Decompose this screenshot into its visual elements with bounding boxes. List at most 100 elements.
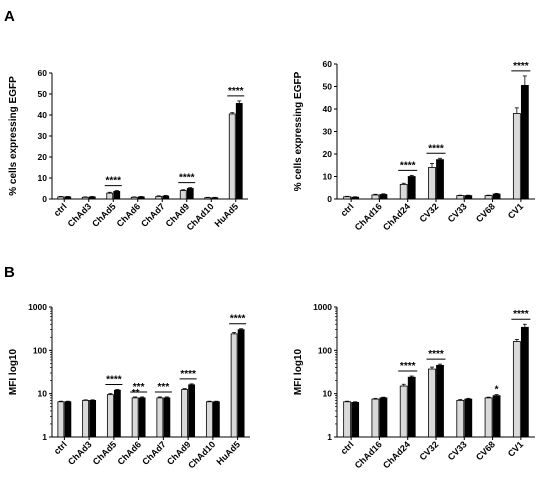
y-tick-label: 1000: [313, 302, 332, 312]
bar-ChAd5-series-0: [106, 394, 114, 438]
bar-HuAd5-series-1: [235, 103, 243, 200]
bar-ChAd24-series-1: [407, 176, 416, 200]
bar-ChAd7-series-1: [162, 195, 170, 200]
y-tick-label: 1: [327, 432, 332, 442]
x-tick-label: ChAd24: [381, 201, 412, 232]
y-axis-label: % cells expressing EGFP: [8, 76, 19, 196]
panel-letter-b: B: [4, 264, 15, 281]
y-tick-label: 30: [323, 127, 333, 137]
bar-ChAd5-series-1: [113, 389, 121, 438]
bar-ChAd16-series-1: [379, 397, 388, 438]
x-tick-label: HuAd5: [214, 439, 242, 467]
bar-ChAd9-series-0: [179, 190, 187, 200]
bar-ChAd10-series-1: [212, 401, 220, 438]
bar-CV32-series-1: [436, 159, 444, 200]
bar-CV68-series-1: [492, 193, 501, 200]
y-tick-label: 100: [33, 345, 47, 355]
bar-ChAd9-series-1: [188, 384, 196, 438]
bar-ChAd6-series-0: [131, 397, 139, 438]
significance-stars: **: [132, 388, 140, 399]
bar-ChAd3-series-1: [89, 399, 97, 438]
y-tick-label: 100: [318, 345, 332, 355]
significance-stars: ****: [513, 61, 529, 72]
bar-CV32-series-0: [428, 167, 436, 200]
bar-HuAd5-series-0: [230, 333, 238, 438]
y-axis-label: % cells expressing EGFP: [293, 71, 304, 191]
y-tick-label: 40: [38, 110, 48, 120]
y-tick-label: 0: [327, 194, 332, 204]
bar-ChAd9-series-0: [181, 389, 189, 438]
bar-ChAd10-series-0: [205, 401, 213, 438]
bar-ChAd24-series-1: [407, 376, 416, 438]
x-tick-label: CV33: [446, 439, 469, 462]
bar-ctrl-series-1: [351, 196, 360, 200]
significance-stars: ****: [400, 361, 416, 372]
bar-ctrl-series-0: [57, 401, 65, 438]
x-tick-label: ChAd5: [91, 439, 119, 467]
significance-stars: ****: [105, 176, 121, 187]
significance-stars: ****: [513, 309, 529, 320]
x-tick-label: ChAd24: [381, 439, 412, 470]
y-tick-label: 10: [38, 389, 48, 399]
x-tick-label: ChAd7: [140, 439, 168, 467]
bar-ChAd9-series-1: [186, 188, 194, 200]
x-tick-label: ChAd3: [66, 439, 94, 467]
x-tick-label: ChAd10: [185, 201, 216, 232]
x-tick-label: ctrl: [339, 201, 356, 218]
y-tick-label: 1: [42, 432, 47, 442]
bar-ctrl-series-1: [351, 401, 360, 438]
significance-stars: ****: [228, 86, 244, 97]
bar-ChAd10-series-0: [204, 197, 212, 200]
x-tick-label: ChAd16: [353, 201, 384, 232]
bar-ChAd16-series-0: [371, 398, 380, 438]
significance-stars: ****: [106, 374, 122, 385]
chart-a-right: 0 10 20 30 40 50 60 % cells expressing EGFP ctrl…: [293, 59, 535, 232]
bar-ChAd16-series-1: [379, 194, 388, 200]
significance-stars: ***: [158, 382, 170, 393]
bar-CV33-series-1: [464, 195, 473, 200]
x-tick-label: CV32: [417, 439, 440, 462]
bar-CV32-series-0: [428, 368, 436, 438]
y-tick-label: 0: [42, 194, 47, 204]
bar-ctrl-series-0: [343, 196, 352, 200]
y-tick-label: 60: [323, 59, 333, 69]
bar-ChAd7-series-0: [155, 196, 163, 200]
bar-ChAd3-series-0: [82, 399, 90, 438]
y-tick-label: 50: [323, 82, 333, 92]
bar-HuAd5-series-0: [228, 113, 236, 200]
x-tick-label: ChAd5: [90, 201, 118, 229]
y-tick-label: 10: [323, 389, 333, 399]
x-tick-label: ctrl: [52, 439, 69, 456]
significance-stars: ****: [400, 160, 416, 171]
y-tick-label: 1000: [28, 302, 47, 312]
bar-CV32-series-1: [436, 364, 444, 438]
bar-ChAd7-series-1: [163, 397, 171, 438]
x-tick-label: CV32: [417, 201, 440, 224]
bar-ctrl-series-0: [343, 401, 352, 438]
bar-CV33-series-1: [464, 398, 473, 438]
x-tick-label: CV68: [474, 201, 497, 224]
bar-ChAd7-series-0: [156, 397, 164, 438]
bar-ChAd6-series-0: [130, 196, 138, 200]
x-tick-label: ctrl: [52, 201, 69, 218]
bar-CV68-series-0: [484, 195, 493, 200]
bar-CV33-series-0: [456, 399, 465, 438]
x-tick-label: ChAd10: [186, 439, 217, 470]
bar-ChAd16-series-0: [371, 194, 380, 200]
significance-stars: ****: [428, 349, 444, 360]
bar-ChAd5-series-0: [106, 192, 114, 200]
bar-CV33-series-0: [456, 195, 465, 200]
bar-CV1-series-1: [520, 84, 529, 200]
bar-CV1-series-0: [512, 113, 521, 200]
significance-stars: ****: [428, 143, 444, 154]
x-tick-label: CV68: [474, 439, 497, 462]
significance-stars: ***: [133, 382, 145, 393]
x-tick-label: CV1: [506, 201, 525, 220]
bar-ChAd10-series-1: [211, 197, 219, 200]
significance-stars: ****: [179, 173, 195, 184]
y-tick-label: 20: [323, 149, 333, 159]
panel-letter-a: A: [4, 8, 15, 25]
bar-ChAd6-series-1: [137, 196, 145, 200]
